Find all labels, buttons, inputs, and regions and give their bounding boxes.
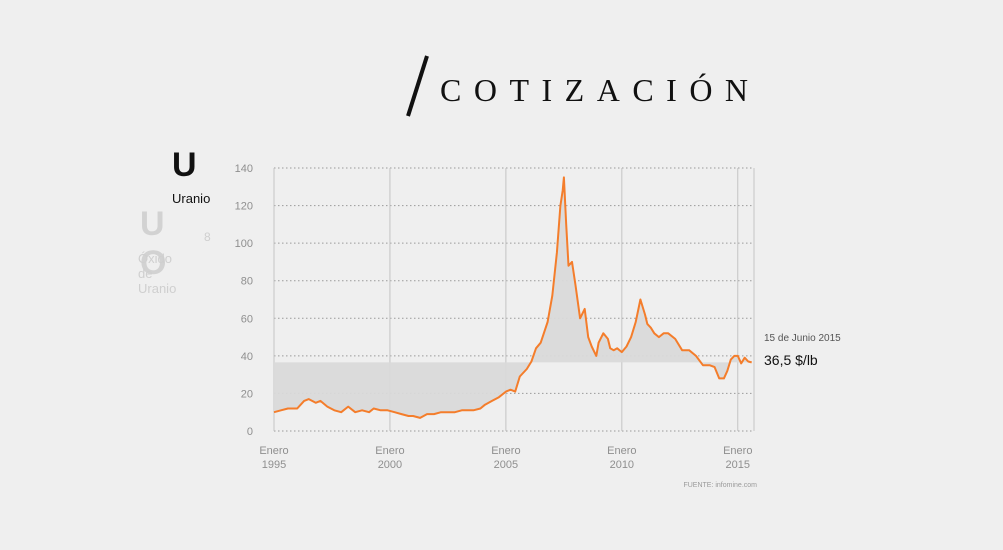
reference-area: [274, 177, 752, 418]
y-tick-label: 120: [235, 201, 253, 213]
slash-icon: [406, 55, 429, 117]
x-tick-label: Enero: [491, 445, 520, 457]
y-tick-label: 40: [241, 351, 253, 363]
y-tick-label: 80: [241, 276, 253, 288]
annotation-date: 15 de Junio 2015: [764, 333, 841, 344]
x-tick-label: Enero: [259, 445, 288, 457]
y-tick-label: 140: [235, 163, 253, 175]
x-tick-label: 2010: [610, 459, 634, 471]
y-tick-label: 0: [247, 426, 253, 438]
x-tick-label: 1995: [262, 459, 286, 471]
y-tick-label: 60: [241, 313, 253, 325]
uranium-oxide-subscript: 8: [204, 230, 211, 244]
uranium-oxide-symbol: U O: [140, 205, 171, 282]
source-label: FUENTE: infomine.com: [683, 482, 757, 489]
uranium-symbol: U: [172, 146, 197, 184]
x-tick-label: 2015: [726, 459, 750, 471]
x-tick-label: 2000: [378, 459, 402, 471]
annotation-price: 36,5 $/lb: [764, 352, 818, 368]
x-tick-label: Enero: [607, 445, 636, 457]
y-tick-label: 100: [235, 238, 253, 250]
x-tick-label: Enero: [375, 445, 404, 457]
page-title: COTIZACIÓN: [440, 72, 761, 108]
x-tick-label: Enero: [723, 445, 752, 457]
price-line: [273, 176, 752, 419]
uranium-oxide-name: Óxido de Uranio: [138, 251, 177, 296]
y-tick-label: 20: [241, 388, 253, 400]
x-tick-label: 2005: [494, 459, 518, 471]
uranium-name: Uranio: [172, 191, 211, 206]
